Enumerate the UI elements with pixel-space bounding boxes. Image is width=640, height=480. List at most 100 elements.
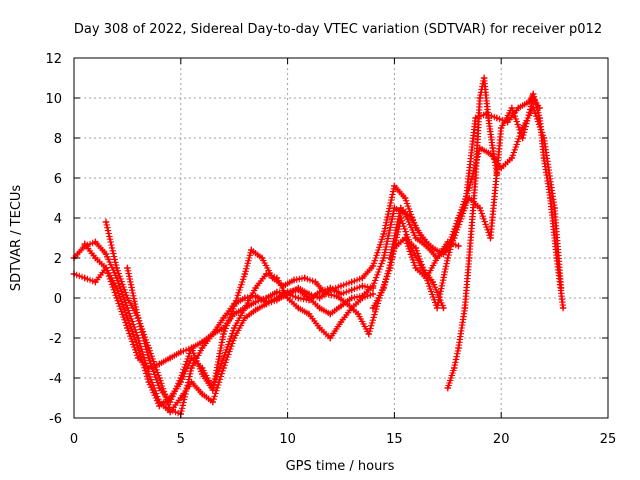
data-point: [461, 304, 469, 312]
data-point: [380, 230, 387, 238]
data-point: [252, 284, 259, 292]
data-point: [466, 184, 473, 192]
data-point: [305, 294, 313, 302]
data-point: [92, 254, 99, 262]
data-point: [508, 104, 516, 112]
data-point: [489, 144, 496, 152]
data-point: [359, 274, 366, 282]
data-point: [480, 74, 488, 82]
x-axis-label: GPS time / hours: [286, 459, 395, 474]
data-point: [540, 134, 548, 142]
data-point: [316, 304, 323, 312]
data-point: [508, 154, 516, 162]
data-point: [391, 244, 398, 252]
data-point: [455, 242, 462, 250]
data-point: [199, 370, 206, 378]
data-point: [337, 302, 345, 310]
data-point: [209, 330, 216, 338]
data-point: [327, 334, 334, 342]
data-point: [312, 278, 319, 286]
data-point: [301, 274, 308, 282]
series-track-7: [401, 104, 565, 292]
data-point: [408, 214, 415, 222]
data-point: [252, 298, 259, 306]
data-point: [472, 174, 479, 182]
data-point: [295, 286, 302, 294]
y-tick-label: 6: [54, 172, 62, 187]
y-tick-label: 0: [54, 292, 62, 307]
data-point: [269, 274, 276, 282]
data-point: [476, 204, 483, 212]
data-point: [290, 276, 298, 284]
data-point: [295, 304, 302, 312]
series-track-8: [444, 74, 501, 392]
data-point: [487, 234, 494, 242]
data-point: [322, 290, 330, 298]
data-point: [429, 244, 436, 252]
data-point: [156, 384, 163, 392]
series-line: [404, 106, 563, 290]
axis-ticks: [73, 57, 609, 419]
data-point: [177, 374, 184, 382]
data-point: [359, 292, 366, 300]
data-point: [295, 294, 302, 302]
data-point: [124, 294, 131, 302]
series-markers: [401, 104, 564, 289]
data-point: [231, 302, 238, 310]
y-tick-label: 8: [54, 132, 62, 147]
data-point: [241, 304, 249, 312]
data-point: [92, 238, 99, 246]
data-point: [476, 94, 483, 102]
data-point: [412, 264, 419, 272]
data-point: [81, 240, 88, 248]
data-point: [263, 298, 270, 306]
data-point: [316, 324, 323, 332]
data-point: [412, 234, 419, 242]
data-point: [252, 292, 259, 300]
y-tick-label: 10: [45, 92, 62, 107]
data-point: [241, 270, 249, 278]
data-point: [252, 306, 259, 314]
data-point: [337, 282, 345, 290]
data-point: [273, 288, 281, 296]
data-point: [166, 354, 174, 362]
data-point: [380, 284, 387, 292]
data-point: [440, 304, 447, 312]
x-tick-label: 0: [70, 432, 78, 447]
data-point: [124, 264, 131, 272]
data-point: [113, 264, 120, 272]
data-point: [397, 204, 404, 212]
x-tick-label: 10: [279, 432, 296, 447]
data-point: [327, 286, 334, 294]
data-point: [199, 390, 206, 398]
data-point: [515, 104, 522, 112]
data-point: [429, 278, 436, 286]
data-point: [209, 386, 216, 394]
data-point: [455, 344, 462, 352]
data-point: [551, 204, 558, 212]
data-point: [263, 270, 270, 278]
data-point: [365, 330, 372, 338]
data-point: [166, 398, 174, 406]
data-point: [273, 294, 281, 302]
y-tick-label: 4: [54, 212, 62, 227]
data-point: [327, 310, 334, 318]
chart-title: Day 308 of 2022, Sidereal Day-to-day VTE…: [74, 22, 602, 37]
data-point: [124, 324, 131, 332]
series-track-9: [369, 94, 543, 312]
data-point: [451, 364, 458, 372]
data-point: [485, 114, 492, 122]
y-tick-label: 12: [45, 52, 62, 67]
y-tick-label: -4: [49, 372, 62, 387]
y-tick-labels: -6 -4 -2 0 2 4 6 8 10 12: [45, 52, 62, 427]
data-point: [284, 288, 291, 296]
data-point: [113, 294, 120, 302]
series-line: [371, 96, 541, 310]
data-point: [166, 406, 174, 414]
data-point: [199, 338, 206, 346]
data-series: [70, 74, 567, 418]
data-point: [557, 284, 565, 292]
data-point: [391, 204, 398, 212]
data-point: [348, 278, 355, 286]
